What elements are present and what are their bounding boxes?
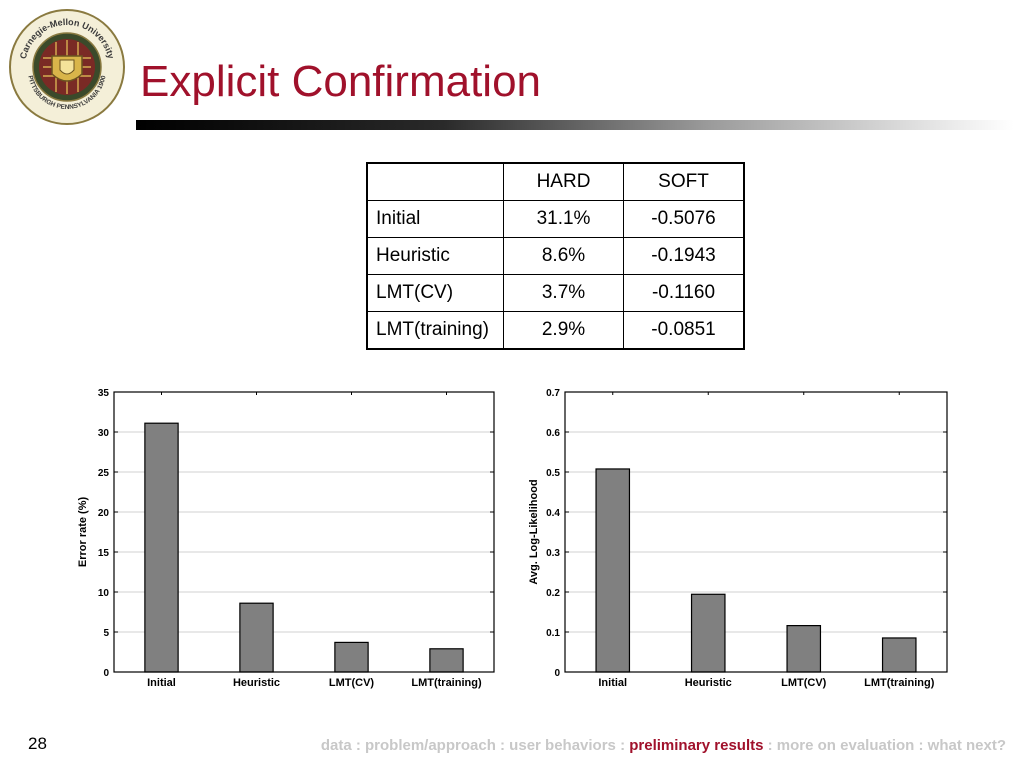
bar — [334, 641, 369, 673]
table-row-label: LMT(CV) — [366, 274, 504, 312]
footer-nav-after[interactable]: : more on evaluation : what next? — [763, 737, 1006, 754]
log-likelihood-chart: 0 0.1 0.2 0.3 0.4 0.5 0.6 0.7 Initial Heuristic LM… — [520, 383, 952, 693]
table-header-hard: HARD — [503, 162, 624, 201]
plot-frame — [564, 391, 948, 673]
bar — [239, 602, 274, 673]
table-row: Initial 31.1% -0.5076 — [366, 200, 745, 238]
y-tick-label: 15 — [98, 548, 110, 559]
university-seal-icon: Carnegie-Mellon University PITTSBURGH PE… — [9, 9, 125, 125]
table-row-label: Initial — [366, 200, 504, 238]
bar — [690, 593, 726, 673]
table-header-corner — [366, 162, 504, 201]
y-tick-label: 30 — [98, 428, 110, 439]
x-tick-label: LMT(CV) — [329, 677, 375, 689]
footer-nav-before[interactable]: data : problem/approach : user behaviors… — [320, 737, 630, 754]
y-tick-label: 10 — [98, 588, 110, 599]
y-axis-label: Avg. Log-Likelihood — [528, 479, 540, 584]
y-tick-label: 0.6 — [546, 428, 560, 439]
footer-nav-active[interactable]: preliminary results — [629, 737, 764, 754]
footer-navigation: data : problem/approach : user behaviors… — [321, 737, 1006, 754]
table-cell-hard: 8.6% — [503, 237, 624, 275]
x-tick-label: Initial — [147, 677, 176, 689]
page-number: 28 — [28, 734, 47, 753]
table-row-label: Heuristic — [366, 237, 504, 275]
y-tick-label: 0 — [554, 668, 560, 679]
y-tick-label: 0 — [103, 668, 109, 679]
y-tick-label: 35 — [98, 388, 110, 399]
error-rate-chart-svg: 0 5 10 15 20 25 30 35 Initial Heuristic LMT(CV) LMT… — [77, 388, 495, 689]
bar — [595, 468, 631, 673]
bar — [429, 648, 464, 673]
y-tick-label: 0.3 — [546, 548, 560, 559]
y-tick-label: 5 — [103, 628, 109, 639]
bar — [881, 637, 917, 673]
table-header-row: HARD SOFT — [366, 162, 745, 201]
bar — [786, 625, 822, 673]
x-tick-label: Heuristic — [233, 677, 280, 689]
title-underline — [136, 120, 1014, 130]
y-tick-label: 0.2 — [546, 588, 560, 599]
table-cell-hard: 3.7% — [503, 274, 624, 312]
y-tick-label: 0.5 — [546, 468, 560, 479]
table-cell-soft: -0.0851 — [623, 311, 745, 350]
table-cell-soft: -0.5076 — [623, 200, 745, 238]
slide-title: Explicit Confirmation — [140, 57, 542, 106]
table-cell-soft: -0.1160 — [623, 274, 745, 312]
y-tick-label: 0.4 — [546, 508, 560, 519]
table-cell-hard: 31.1% — [503, 200, 624, 238]
plot-frame — [113, 391, 495, 673]
table-cell-hard: 2.9% — [503, 311, 624, 350]
x-tick-label: LMT(CV) — [781, 677, 827, 689]
y-tick-label: 20 — [98, 508, 110, 519]
university-seal-logo: Carnegie-Mellon University PITTSBURGH PE… — [8, 8, 126, 126]
table-row: LMT(training) 2.9% -0.0851 — [366, 311, 745, 350]
x-tick-label: Heuristic — [685, 677, 732, 689]
y-axis-label: Error rate (%) — [77, 497, 89, 568]
log-likelihood-chart-svg: 0 0.1 0.2 0.3 0.4 0.5 0.6 0.7 Initial Heuristic LM… — [528, 388, 948, 689]
y-tick-label: 0.1 — [546, 628, 560, 639]
x-tick-label: LMT(training) — [864, 677, 935, 689]
table-cell-soft: -0.1943 — [623, 237, 745, 275]
x-tick-label: LMT(training) — [411, 677, 482, 689]
bar — [144, 422, 179, 673]
error-rate-chart: 0 5 10 15 20 25 30 35 Initial Heuristic LMT(CV) LMT… — [70, 383, 500, 693]
table-row: Heuristic 8.6% -0.1943 — [366, 237, 745, 275]
table-row: LMT(CV) 3.7% -0.1160 — [366, 274, 745, 312]
results-table: HARD SOFT Initial 31.1% -0.5076 Heuristi… — [366, 162, 745, 350]
y-tick-label: 25 — [98, 468, 110, 479]
x-tick-label: Initial — [598, 677, 627, 689]
table-row-label: LMT(training) — [366, 311, 504, 350]
y-tick-label: 0.7 — [546, 388, 560, 399]
table-header-soft: SOFT — [623, 162, 745, 201]
